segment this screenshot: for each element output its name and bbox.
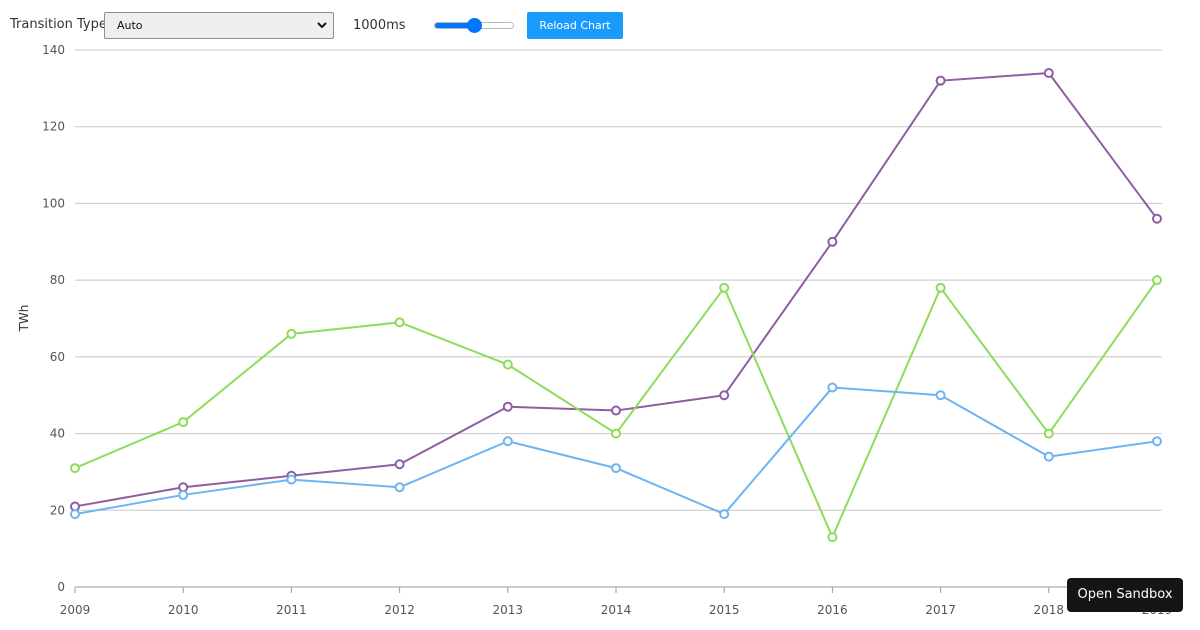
data-point	[394, 482, 405, 493]
data-point	[502, 436, 513, 447]
data-point	[178, 417, 189, 428]
slider-thumb[interactable]	[467, 18, 482, 33]
data-point	[502, 401, 513, 412]
data-point	[1043, 428, 1054, 439]
duration-label: 1000ms	[353, 18, 406, 33]
data-point	[611, 428, 621, 439]
data-point	[935, 390, 946, 401]
data-point	[719, 282, 730, 293]
data-point	[394, 317, 405, 328]
data-point	[1152, 436, 1162, 447]
data-point	[1043, 451, 1054, 462]
y-axis-title: TWh	[17, 305, 31, 333]
data-point	[719, 509, 730, 520]
open-sandbox-button[interactable]: Open Sandbox	[1067, 578, 1183, 612]
data-point	[719, 390, 730, 401]
y-tick-label: 60	[50, 350, 65, 364]
data-point	[394, 459, 405, 470]
x-tick-label: 2012	[384, 603, 415, 617]
chart-controls: Transition Type Auto 1000ms Reload Chart	[0, 0, 1200, 50]
y-tick-label: 0	[57, 580, 65, 594]
data-point	[286, 474, 297, 485]
data-point	[827, 382, 838, 393]
transition-type-label: Transition Type	[10, 17, 107, 32]
data-point	[502, 359, 513, 370]
series-line-0	[74, 72, 1158, 508]
data-point	[611, 463, 621, 474]
x-tick-label: 2018	[1034, 603, 1065, 617]
data-point	[1152, 213, 1162, 224]
x-tick-label: 2014	[601, 603, 632, 617]
x-tick-label: 2010	[168, 603, 199, 617]
y-tick-label: 20	[50, 503, 65, 517]
data-point	[827, 532, 838, 543]
data-point	[70, 509, 80, 520]
data-point	[1152, 275, 1162, 286]
data-point	[611, 405, 621, 416]
x-tick-label: 2015	[709, 603, 740, 617]
y-tick-label: 40	[50, 427, 65, 441]
data-point	[70, 463, 80, 474]
y-tick-label: 100	[42, 196, 65, 210]
x-tick-label: 2016	[817, 603, 848, 617]
transition-type-value: Auto	[117, 19, 143, 32]
data-point	[178, 489, 189, 500]
x-tick-label: 2011	[276, 603, 307, 617]
y-tick-label: 140	[42, 43, 65, 57]
reload-chart-button[interactable]: Reload Chart	[527, 12, 623, 39]
transition-type-select[interactable]: Auto	[104, 12, 334, 39]
data-point	[935, 282, 946, 293]
x-tick-label: 2017	[925, 603, 956, 617]
y-tick-label: 80	[50, 273, 65, 287]
slider-fill	[435, 23, 475, 28]
data-point	[286, 328, 297, 339]
x-tick-label: 2009	[60, 603, 91, 617]
chevron-down-icon	[317, 22, 327, 29]
x-tick-label: 2013	[493, 603, 524, 617]
data-point	[1043, 68, 1054, 79]
data-point	[935, 75, 946, 86]
y-tick-label: 120	[42, 120, 65, 134]
duration-slider[interactable]	[434, 18, 514, 34]
data-point	[827, 236, 838, 247]
